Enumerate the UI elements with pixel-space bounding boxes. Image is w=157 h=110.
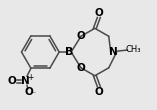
- Text: B: B: [65, 47, 73, 57]
- Text: +: +: [27, 73, 33, 82]
- Text: N: N: [21, 76, 29, 86]
- Text: O: O: [8, 76, 16, 86]
- Text: ⁻: ⁻: [32, 89, 36, 98]
- Text: O: O: [77, 31, 85, 41]
- Text: N: N: [109, 47, 118, 57]
- Text: O: O: [24, 87, 33, 97]
- Text: O: O: [77, 63, 85, 73]
- Text: O: O: [95, 8, 103, 17]
- Text: CH₃: CH₃: [126, 45, 141, 54]
- Text: O: O: [95, 87, 103, 97]
